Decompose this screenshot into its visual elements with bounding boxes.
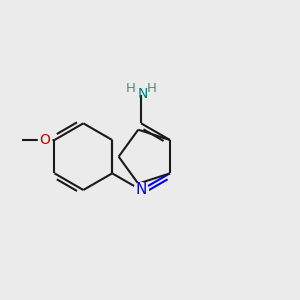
Circle shape (38, 133, 52, 147)
Text: H: H (126, 82, 136, 95)
Text: N: N (135, 182, 147, 197)
Text: H: H (147, 82, 157, 95)
Text: N: N (137, 87, 148, 101)
Circle shape (134, 183, 148, 197)
Text: O: O (40, 133, 51, 147)
